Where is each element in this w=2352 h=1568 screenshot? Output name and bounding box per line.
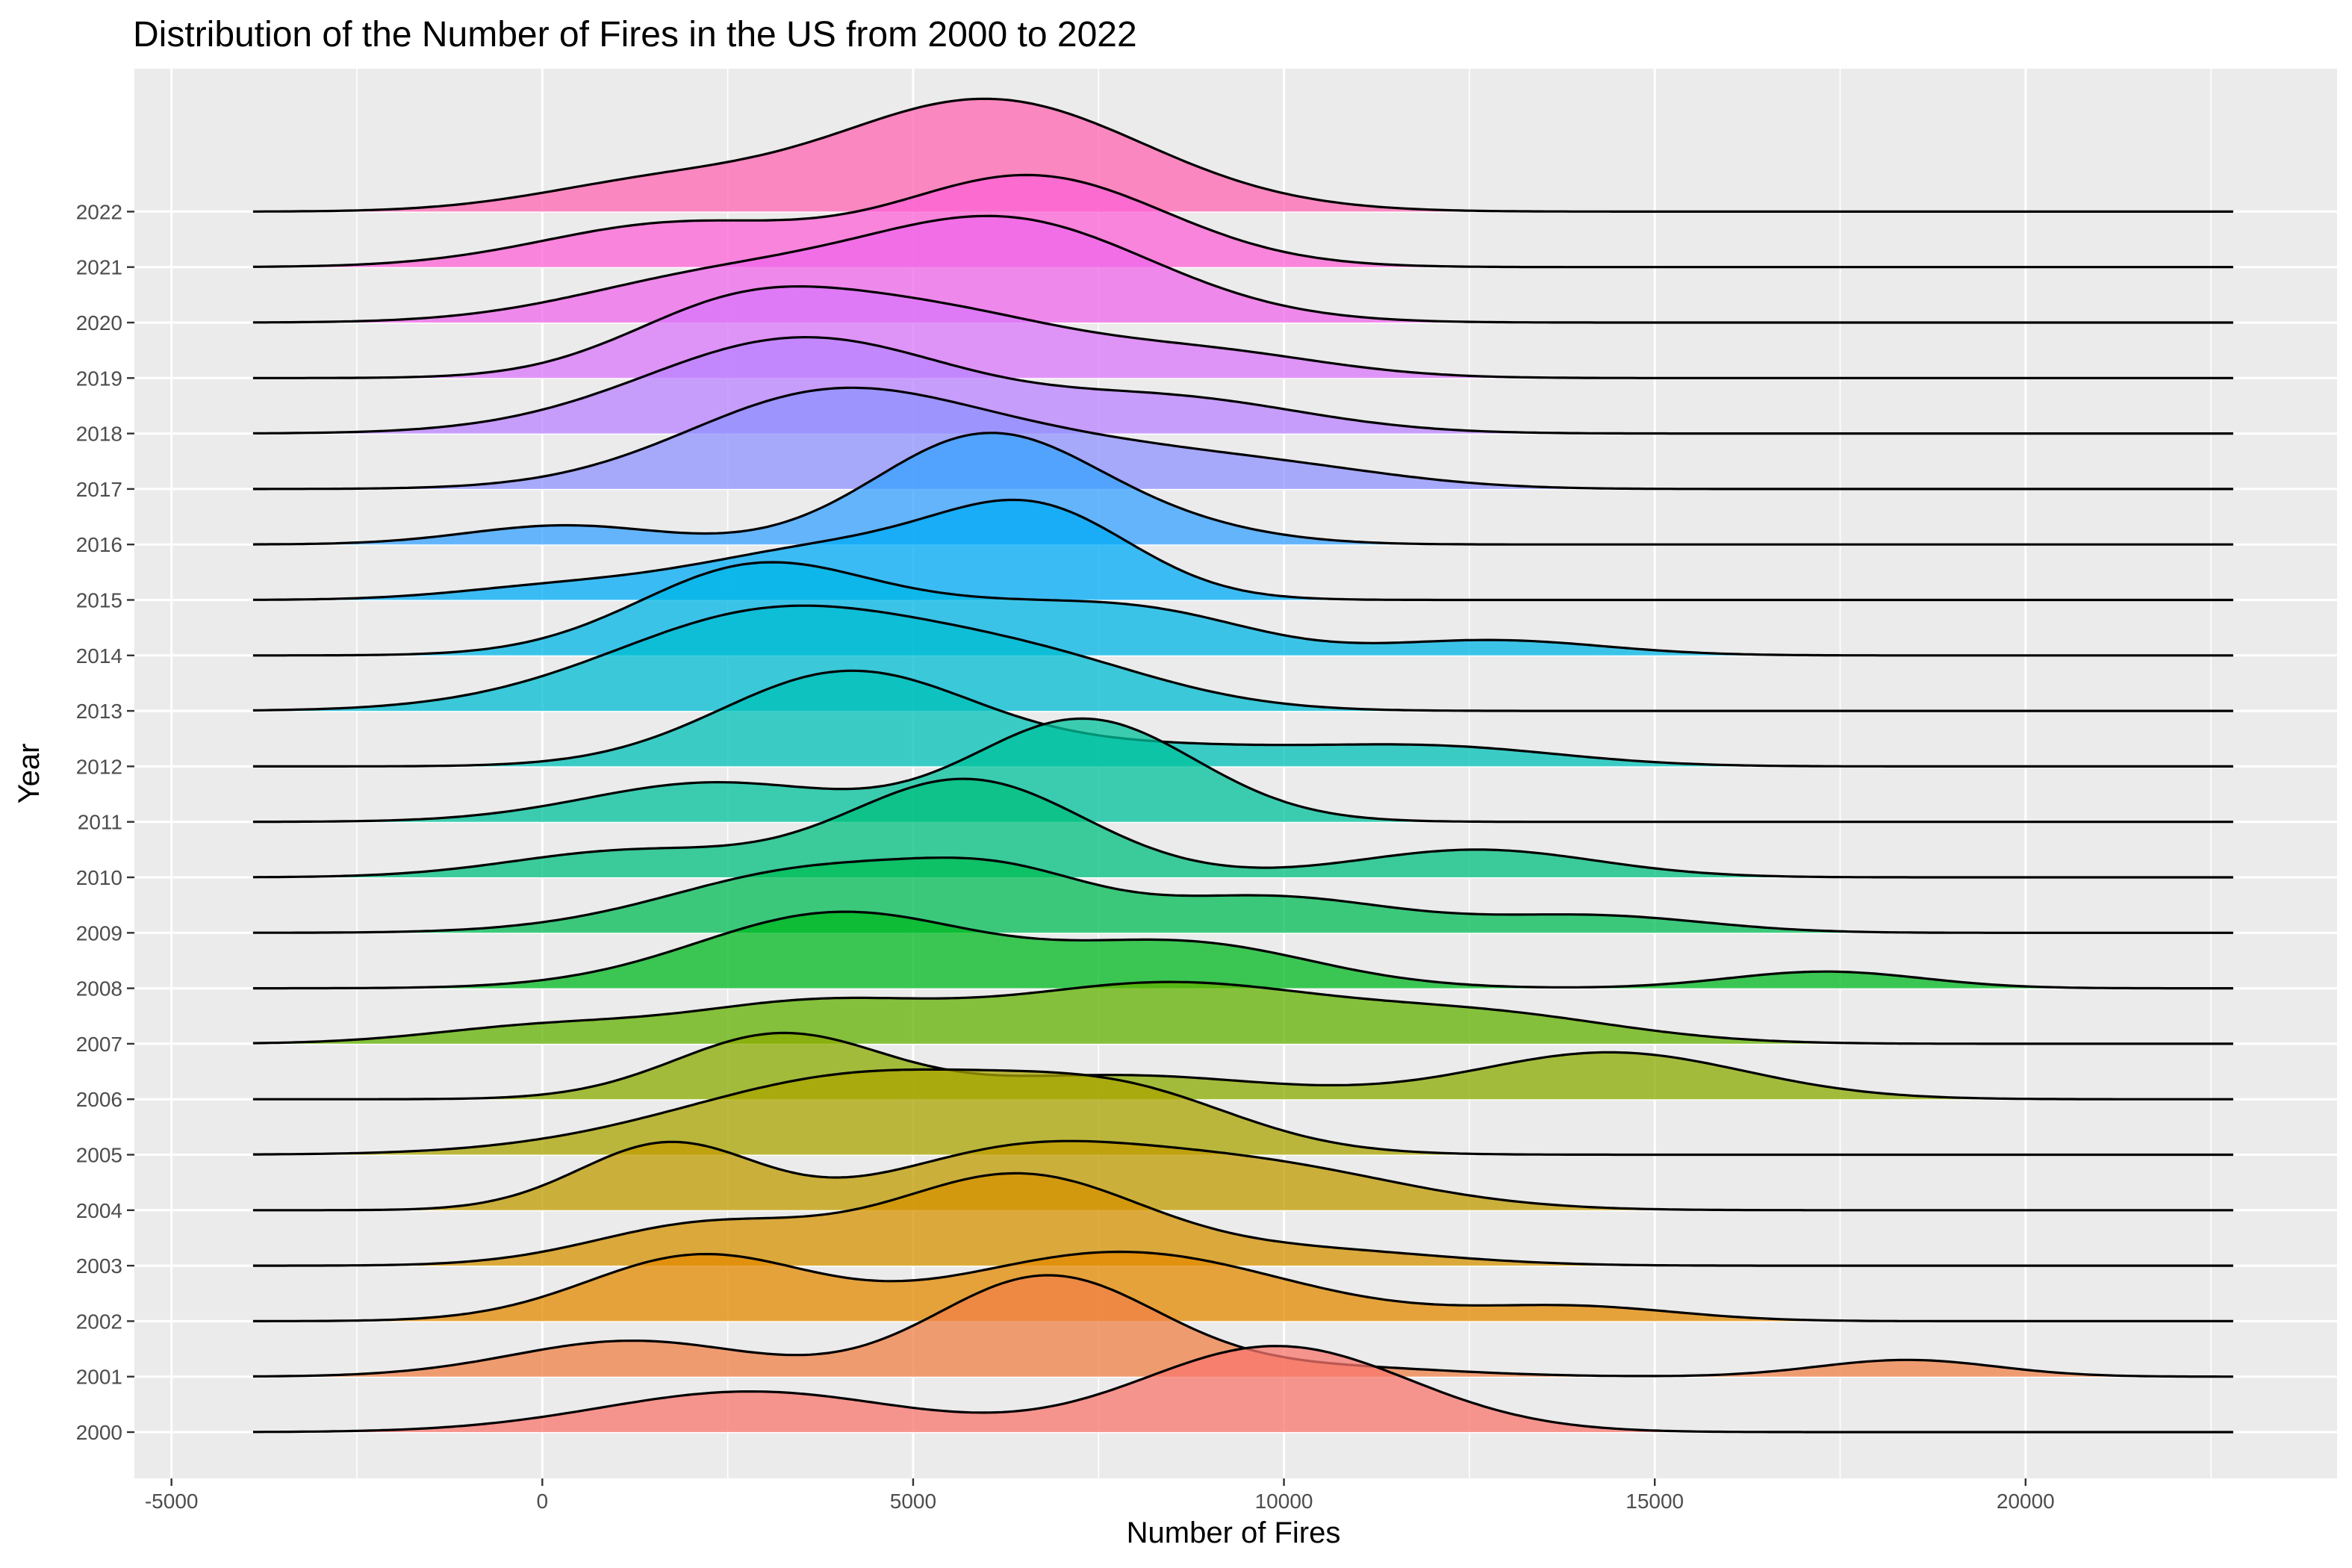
density-line-2013: [252, 604, 2233, 712]
ridge-2000: [252, 1345, 2233, 1434]
y-tick-label: 2006: [76, 1088, 122, 1111]
ridge-2012: [252, 669, 2233, 768]
density-fill-2002: [252, 1251, 2233, 1322]
ridge-2021: [252, 173, 2233, 269]
density-fill-2004: [252, 1141, 2233, 1210]
density-line-2009: [252, 856, 2233, 934]
ridge-2006: [252, 1031, 2233, 1101]
x-axis-title: Number of Fires: [1127, 1516, 1341, 1549]
density-line-2003: [252, 1172, 2233, 1267]
y-tick-label: 2014: [76, 644, 122, 668]
density-line-2022: [252, 97, 2233, 213]
density-fill-2012: [252, 671, 2233, 767]
density-ridges: [252, 97, 2233, 1434]
y-axis-title: Year: [13, 744, 46, 804]
density-line-2016: [252, 432, 2233, 546]
density-line-2017: [252, 386, 2233, 491]
density-line-2019: [252, 285, 2233, 379]
ridge-2010: [252, 777, 2233, 879]
density-line-2007: [252, 980, 2233, 1045]
x-axis: -5000 0 5000 10000 15000 20000: [145, 1478, 2055, 1513]
y-tick-label: 2020: [76, 311, 122, 335]
y-tick-label: 2017: [76, 478, 122, 501]
density-fill-2003: [252, 1173, 2233, 1266]
x-tick-label: 0: [537, 1490, 549, 1513]
y-axis: 2000 2001 2002 2003 2004 2005 2006 2007 2008 2009…: [76, 200, 134, 1444]
y-tick-label: 2021: [76, 256, 122, 279]
x-tick-label: 10000: [1255, 1490, 1313, 1513]
y-tick-label: 2000: [76, 1421, 122, 1444]
x-tick-label: 5000: [890, 1490, 936, 1513]
density-fill-2006: [252, 1033, 2233, 1100]
y-tick-label: 2015: [76, 589, 122, 612]
density-line-2018: [252, 336, 2233, 435]
y-tick-label: 2008: [76, 977, 122, 1001]
ridge-2007: [252, 980, 2233, 1045]
density-line-2011: [252, 717, 2233, 824]
density-line-2000: [252, 1345, 2233, 1434]
y-tick-label: 2004: [76, 1199, 122, 1222]
y-tick-label: 2001: [76, 1366, 122, 1389]
x-tick-label: 15000: [1625, 1490, 1684, 1513]
density-fill-2021: [252, 175, 2233, 267]
density-fill-2011: [252, 718, 2233, 822]
y-tick-label: 2018: [76, 423, 122, 446]
density-fill-2008: [252, 912, 2233, 989]
y-tick-label: 2019: [76, 367, 122, 390]
y-tick-label: 2010: [76, 866, 122, 889]
density-line-2010: [252, 777, 2233, 879]
y-tick-label: 2005: [76, 1144, 122, 1167]
density-line-2015: [252, 498, 2233, 602]
y-tick-label: 2012: [76, 755, 122, 778]
density-line-2020: [252, 214, 2233, 324]
density-line-2012: [252, 669, 2233, 768]
y-tick-label: 2013: [76, 700, 122, 723]
ridge-2013: [252, 604, 2233, 712]
density-line-2014: [252, 561, 2233, 657]
density-line-2006: [252, 1031, 2233, 1101]
x-tick-label: -5000: [145, 1490, 199, 1513]
ridge-2011: [252, 717, 2233, 824]
x-tick-label: 20000: [1997, 1490, 2055, 1513]
density-line-2002: [252, 1250, 2233, 1322]
density-line-2008: [252, 910, 2233, 990]
y-tick-label: 2016: [76, 533, 122, 556]
ridge-2022: [252, 97, 2233, 213]
ridge-2016: [252, 432, 2233, 546]
y-tick-label: 2002: [76, 1310, 122, 1333]
ridge-2005: [252, 1068, 2233, 1157]
ridge-2008: [252, 910, 2233, 990]
ridge-2004: [252, 1139, 2233, 1212]
y-tick-label: 2009: [76, 921, 122, 945]
ridge-2017: [252, 386, 2233, 491]
chart-title: Distribution of the Number of Fires in t…: [133, 15, 1137, 55]
density-fill-2013: [252, 606, 2233, 712]
y-tick-label: 2011: [78, 811, 122, 834]
density-fill-2017: [252, 388, 2233, 489]
density-line-2004: [252, 1139, 2233, 1212]
density-fill-2010: [252, 779, 2233, 877]
density-line-2005: [252, 1068, 2233, 1157]
y-tick-label: 2007: [76, 1033, 122, 1056]
ridge-2009: [252, 856, 2233, 934]
y-tick-label: 2022: [76, 200, 122, 223]
density-fill-2022: [252, 99, 2233, 212]
density-fill-2000: [252, 1345, 2233, 1432]
density-fill-2007: [252, 982, 2233, 1044]
ridge-2002: [252, 1250, 2233, 1322]
y-tick-label: 2003: [76, 1254, 122, 1278]
ridge-2003: [252, 1172, 2233, 1267]
density-line-2021: [252, 173, 2233, 269]
